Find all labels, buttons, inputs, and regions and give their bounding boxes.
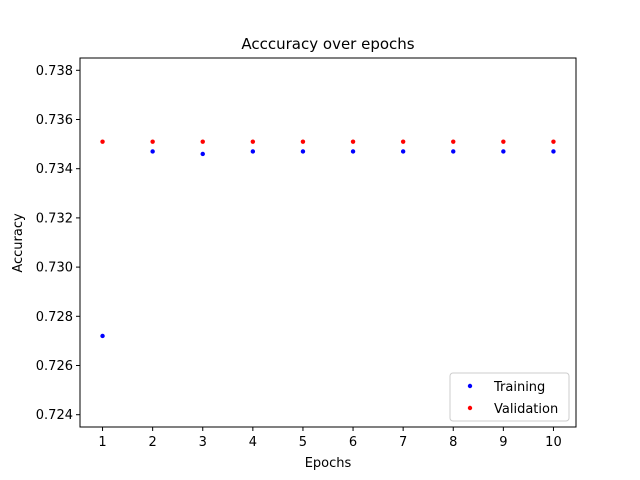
training-point	[150, 149, 155, 154]
validation-point	[350, 139, 356, 144]
y-tick-label: 0.734	[36, 162, 73, 177]
legend-marker-training	[467, 383, 473, 389]
data-points	[100, 139, 556, 339]
x-tick-label: 7	[399, 435, 407, 450]
chart-title: Acccuracy over epochs	[241, 35, 414, 53]
plot-frame	[79, 57, 577, 428]
training-point	[200, 151, 205, 157]
validation-point	[551, 139, 556, 144]
y-tick-label: 0.736	[36, 113, 73, 128]
y-tick-label: 0.738	[36, 64, 73, 79]
legend-marker-validation	[467, 405, 473, 411]
validation-point	[501, 139, 506, 144]
training-point	[100, 333, 105, 339]
plot-area	[80, 58, 576, 427]
legend-label-training: Training	[493, 380, 545, 395]
training-point	[250, 149, 256, 154]
x-tick-label: 1	[98, 435, 106, 450]
y-tick-label: 0.732	[36, 211, 73, 226]
validation-point	[400, 139, 406, 144]
validation-point	[150, 139, 155, 144]
y-axis-label: Accuracy	[11, 213, 26, 273]
x-axis-ticks: 1 2 3 4 5 6 7 8 9 10	[98, 427, 562, 450]
y-tick-label: 0.724	[36, 408, 73, 423]
x-tick-label: 5	[299, 435, 307, 450]
training-point	[551, 149, 556, 154]
training-point	[300, 149, 306, 154]
training-point	[451, 149, 456, 154]
legend-box	[449, 372, 570, 422]
legend: Training Validation	[449, 372, 570, 422]
validation-point	[300, 139, 306, 144]
training-point	[350, 149, 356, 154]
x-tick-label: 2	[149, 435, 157, 450]
y-axis-ticks: 0.724 0.726 0.728 0.730 0.732 0.734 0.736 0.738	[36, 64, 80, 423]
legend-label-validation: Validation	[494, 402, 558, 417]
y-tick-label: 0.728	[36, 310, 73, 325]
x-tick-label: 4	[249, 435, 257, 450]
validation-point	[200, 139, 205, 144]
training-point	[400, 149, 406, 154]
training-point	[501, 149, 506, 154]
y-tick-label: 0.730	[36, 261, 73, 276]
validation-point	[100, 139, 105, 144]
x-tick-label: 8	[449, 435, 457, 450]
x-tick-label: 3	[199, 435, 207, 450]
validation-point	[250, 139, 256, 144]
x-tick-label: 6	[349, 435, 357, 450]
y-tick-label: 0.726	[36, 359, 73, 374]
x-axis-label: Epochs	[305, 456, 352, 471]
x-tick-label: 9	[499, 435, 507, 450]
x-tick-label: 10	[545, 435, 562, 450]
validation-point	[451, 139, 456, 144]
